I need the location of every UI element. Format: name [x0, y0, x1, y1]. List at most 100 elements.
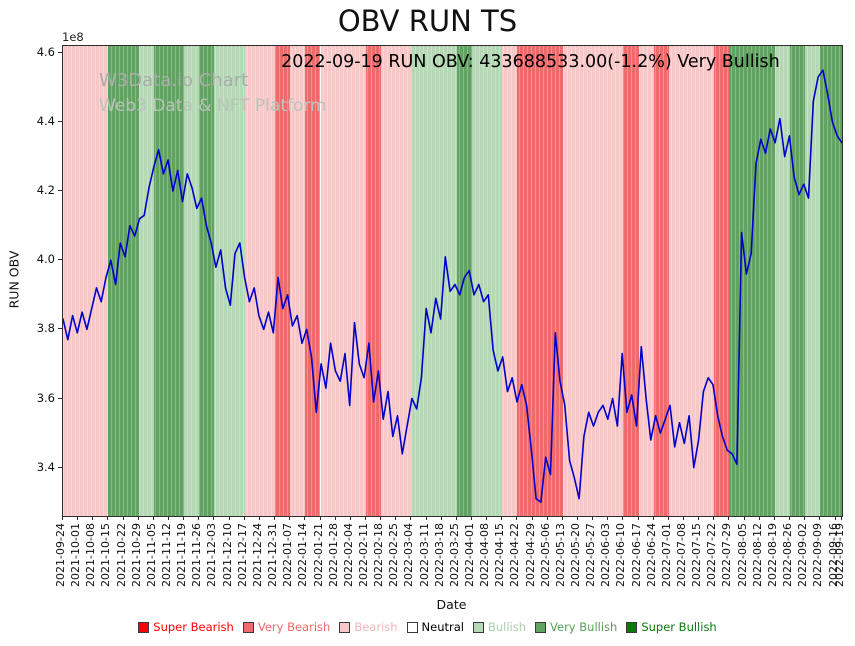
- x-tick-mark: [819, 516, 821, 520]
- y-tick-mark: [58, 259, 62, 261]
- sentiment-band-bearish: [63, 46, 79, 516]
- sentiment-band-very_bullish: [790, 46, 806, 516]
- sentiment-band-bullish: [138, 46, 154, 516]
- sentiment-band-very_bullish: [123, 46, 139, 516]
- x-tick-mark: [713, 516, 715, 520]
- x-tick-label: 2022-07-15: [690, 523, 704, 587]
- x-tick-mark: [349, 516, 351, 520]
- obv-line-series: [63, 69, 842, 504]
- x-axis-label: Date: [436, 597, 467, 612]
- x-tick-mark: [455, 516, 457, 520]
- legend-swatch-super_bullish: [626, 621, 638, 633]
- x-tick-mark: [470, 516, 472, 520]
- legend-item-super_bearish: Super Bearish: [138, 620, 234, 634]
- x-tick-label: 2021-12-31: [266, 523, 280, 587]
- legend-swatch-neutral: [406, 621, 418, 633]
- legend-item-bearish: Bearish: [339, 620, 398, 634]
- legend-label: Very Bearish: [257, 620, 331, 634]
- x-tick-label: 2022-05-13: [553, 523, 567, 587]
- chart-title: OBV RUN TS: [337, 4, 518, 38]
- sentiment-band-bearish: [396, 46, 412, 516]
- x-tick-mark: [561, 516, 563, 520]
- y-tick-label: 4.2: [36, 183, 55, 198]
- x-tick-label: 2022-06-24: [644, 523, 658, 587]
- x-tick-label: 2022-07-22: [705, 523, 719, 587]
- x-tick-mark: [152, 516, 154, 520]
- x-tick-label: 2022-08-26: [781, 523, 795, 587]
- sentiment-band-bearish: [381, 46, 397, 516]
- x-tick-label: 2022-02-25: [387, 523, 401, 587]
- legend: Super Bearish Very Bearish Bearish Neutral B…: [0, 620, 855, 634]
- y-tick-label: 4.4: [36, 114, 55, 129]
- sentiment-band-very_bullish: [456, 46, 472, 516]
- x-tick-label: 2022-02-11: [356, 523, 370, 587]
- legend-swatch-very_bullish: [535, 621, 547, 633]
- x-tick-label: 2021-10-15: [99, 523, 113, 587]
- sentiment-band-bearish: [335, 46, 351, 516]
- legend-swatch-very_bearish: [242, 621, 254, 633]
- x-tick-mark: [592, 516, 594, 520]
- x-tick-label: 2022-05-20: [569, 523, 582, 587]
- x-tick-mark: [652, 516, 654, 520]
- sentiment-band-bullish: [805, 46, 821, 516]
- x-tick-mark: [607, 516, 609, 520]
- x-tick-mark: [789, 516, 791, 520]
- sentiment-band-bearish: [93, 46, 109, 516]
- x-tick-label: 2021-10-01: [69, 523, 83, 587]
- x-tick-mark: [183, 516, 185, 520]
- x-tick-mark: [804, 516, 806, 520]
- sentiment-band-bearish: [350, 46, 366, 516]
- x-tick-label: 2022-01-21: [311, 523, 325, 587]
- y-axis-offset-label: 1e8: [62, 30, 84, 44]
- x-tick-mark: [334, 516, 336, 520]
- x-tick-mark: [728, 516, 730, 520]
- x-tick-mark: [743, 516, 745, 520]
- x-tick-mark: [667, 516, 669, 520]
- sentiment-band-bullish: [214, 46, 230, 516]
- sentiment-band-very_bullish: [729, 46, 745, 516]
- x-tick-label: 2022-09-02: [796, 523, 810, 587]
- x-tick-label: 2021-11-12: [160, 523, 174, 587]
- y-tick-mark: [58, 328, 62, 330]
- legend-label: Super Bullish: [641, 620, 717, 634]
- y-tick-mark: [58, 397, 62, 399]
- x-tick-label: 2021-10-08: [84, 523, 98, 587]
- x-tick-mark: [410, 516, 412, 520]
- x-tick-mark: [834, 516, 836, 520]
- sentiment-band-bearish: [578, 46, 594, 516]
- watermark: W3Data.io Chart Web3 Data & NFT Platform: [99, 68, 327, 119]
- sentiment-band-very_bullish: [153, 46, 170, 516]
- y-tick-label: 3.4: [36, 459, 55, 474]
- sentiment-band-very_bearish: [653, 46, 669, 516]
- x-tick-label: 2022-04-08: [478, 523, 492, 587]
- legend-swatch-bearish: [339, 621, 351, 633]
- sentiment-band-bullish: [487, 46, 503, 516]
- y-tick-label: 4.0: [36, 252, 55, 267]
- x-tick-mark: [622, 516, 624, 520]
- x-tick-mark: [304, 516, 306, 520]
- x-tick-label: 2022-01-14: [296, 523, 310, 587]
- plot-area[interactable]: W3Data.io Chart Web3 Data & NFT Platform…: [62, 45, 843, 517]
- x-tick-label: 2022-03-04: [402, 523, 416, 587]
- y-tick-mark: [58, 51, 62, 53]
- x-tick-label: 2022-03-18: [432, 523, 446, 587]
- sentiment-band-very_bearish: [623, 46, 639, 516]
- x-tick-mark: [440, 516, 442, 520]
- legend-item-super_bullish: Super Bullish: [626, 620, 717, 634]
- watermark-line-1: W3Data.io Chart: [99, 70, 249, 91]
- sentiment-band-very_bullish: [820, 46, 836, 516]
- x-tick-label: 2021-12-17: [235, 523, 249, 587]
- x-tick-mark: [228, 516, 230, 520]
- x-tick-mark: [168, 516, 170, 520]
- x-tick-mark: [698, 516, 700, 520]
- x-tick-label: 2021-12-03: [205, 523, 219, 587]
- x-tick-mark: [213, 516, 215, 520]
- sentiment-band-bearish: [593, 46, 609, 516]
- legend-swatch-super_bearish: [138, 621, 150, 633]
- y-tick-label: 4.6: [36, 44, 55, 59]
- x-tick-mark: [258, 516, 260, 520]
- sentiment-band-very_bullish: [169, 46, 185, 516]
- legend-label: Very Bullish: [550, 620, 618, 634]
- sentiment-band-very_bullish: [759, 46, 775, 516]
